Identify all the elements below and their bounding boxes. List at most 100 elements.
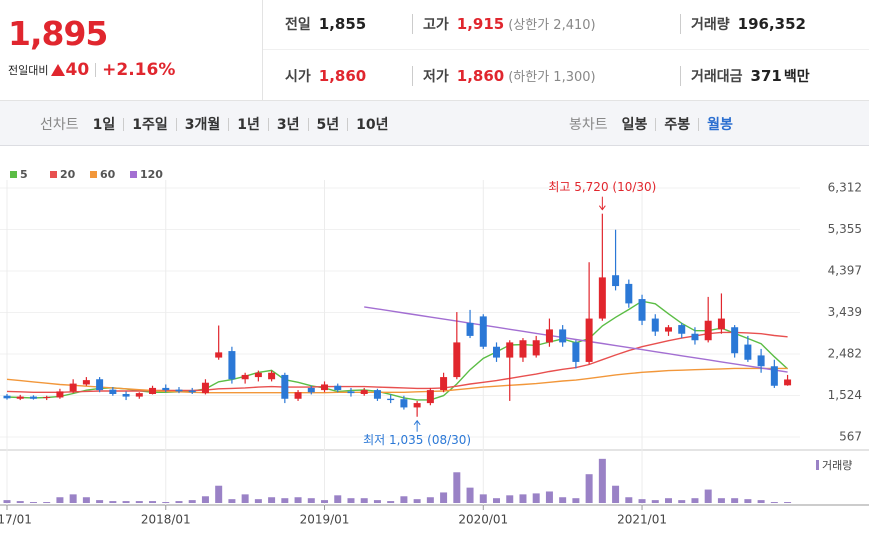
volume-bar: [532, 493, 540, 503]
volume-bar: [201, 496, 209, 503]
candle-body: [175, 389, 183, 392]
tab[interactable]: 월봉: [707, 117, 733, 133]
up-arrow-icon: [51, 64, 66, 76]
price-box: 1,895 전일대비 40 +2.16%: [0, 0, 263, 100]
volume-bar: [440, 492, 448, 503]
volume-bar: [43, 502, 51, 503]
separator: [307, 118, 309, 131]
divider: [263, 49, 869, 50]
stat-label: 거래대금: [691, 69, 743, 85]
candle-body: [96, 379, 104, 391]
volume-bar: [69, 494, 77, 503]
volume-bar: [254, 499, 262, 503]
stat-label: 고가: [423, 17, 449, 33]
legend-label: 60: [100, 168, 116, 181]
volume-bar: [598, 458, 606, 503]
volume-bar: [506, 495, 514, 503]
change-row: 전일대비 40 +2.16%: [8, 60, 175, 80]
tab[interactable]: 주봉: [664, 117, 691, 133]
tab[interactable]: 1주일: [132, 117, 168, 133]
tab-label: 봉차트: [569, 117, 608, 133]
stat-value: 1,855: [318, 15, 367, 33]
volume-bar: [625, 497, 633, 503]
volume-bar: [413, 499, 421, 503]
candle-chart-tabs: 봉차트 일봉 주봉 월봉: [569, 114, 733, 134]
y-tick-label: 4,397: [828, 264, 862, 278]
volume-bar: [493, 498, 501, 503]
legend-swatch: [90, 171, 97, 178]
volume-bar: [453, 472, 461, 503]
candle-body: [109, 389, 117, 394]
volume-bar: [704, 489, 712, 503]
stat-note: (하한가 1,300): [508, 70, 596, 85]
separator: [267, 118, 269, 131]
volume-bar: [757, 500, 765, 503]
candle-body: [612, 275, 620, 287]
volume-bar: [215, 485, 223, 503]
annotation-label: 최저 1,035 (08/30): [363, 433, 471, 447]
candle-body: [135, 393, 143, 397]
volume-bar: [175, 501, 183, 503]
candle-body: [29, 396, 37, 399]
separator: [175, 118, 177, 131]
legend-swatch: [10, 171, 17, 178]
volume-bar: [572, 498, 580, 503]
candle-body: [704, 320, 712, 341]
volume-legend-label: 거래량: [822, 459, 852, 472]
y-tick-label: 3,439: [828, 305, 862, 319]
volume-bar: [96, 500, 104, 503]
change-label: 전일대비: [8, 64, 49, 77]
volume-bar: [56, 497, 64, 503]
volume-bar: [29, 502, 37, 503]
candle-body: [334, 385, 342, 391]
change-value: 40: [65, 60, 90, 80]
candle-body: [373, 390, 381, 399]
tab-label: 선차트: [40, 117, 79, 133]
volume-bar: [82, 497, 90, 503]
stat: 거래대금 371 백만: [680, 66, 810, 86]
current-price: 1,895: [8, 14, 108, 53]
tab[interactable]: 1년: [237, 117, 260, 133]
candle-body: [426, 390, 434, 404]
x-tick-label: 2017/01: [0, 513, 32, 527]
candle-body: [453, 342, 461, 378]
volume-bar: [466, 487, 474, 503]
candle-body: [757, 355, 765, 367]
tab[interactable]: 10년: [356, 117, 389, 133]
stat-value: 1,860: [456, 67, 505, 85]
tab[interactable]: 일봉: [621, 117, 648, 133]
candle-body: [321, 384, 329, 391]
annotation-arrowhead: [413, 419, 421, 426]
candle-body: [731, 327, 739, 354]
moving-average-line: [6, 331, 788, 393]
candle-body: [678, 325, 686, 334]
volume-bar: [321, 500, 329, 503]
volume-bar: [3, 500, 11, 503]
volume-bar: [16, 501, 24, 503]
volume-bar: [347, 498, 355, 503]
y-tick-label: 567: [839, 430, 862, 444]
annotation-label: 최고 5,720 (10/30): [548, 180, 656, 194]
tab[interactable]: 1일: [92, 117, 116, 133]
volume-bar: [651, 500, 659, 503]
candle-body: [638, 299, 646, 321]
tab[interactable]: 3년: [276, 117, 300, 133]
tab[interactable]: 3개월: [184, 117, 221, 133]
candle-body: [82, 380, 90, 385]
moving-average-line: [6, 300, 789, 401]
candle-body: [294, 392, 302, 399]
legend-label: 20: [60, 168, 76, 181]
separator: [123, 118, 125, 131]
volume-bar: [268, 497, 276, 503]
candle-body: [532, 340, 540, 356]
volume-bar: [545, 491, 553, 503]
candle-body: [744, 344, 752, 360]
stat-label: 저가: [423, 69, 449, 85]
volume-bar: [135, 501, 143, 503]
candle-body: [519, 340, 527, 358]
tab[interactable]: 5년: [316, 117, 340, 133]
candle-body: [559, 329, 567, 343]
volume-bar: [678, 500, 686, 503]
y-tick-label: 1,524: [828, 388, 862, 402]
stat: 시가 1,860: [285, 66, 366, 86]
